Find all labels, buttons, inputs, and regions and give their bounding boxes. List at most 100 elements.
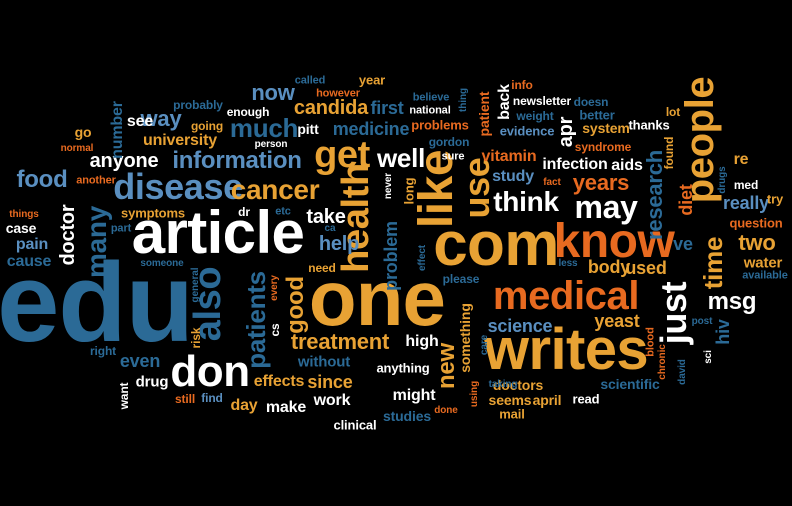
word: day <box>230 397 258 414</box>
word: aids <box>611 157 643 174</box>
word: called <box>294 74 326 87</box>
word: years <box>572 170 630 195</box>
word: enough <box>226 105 270 119</box>
word: studies <box>382 408 432 424</box>
word: try <box>766 191 784 207</box>
word: person <box>254 139 288 150</box>
word: every <box>269 275 280 301</box>
word: dr <box>238 205 250 219</box>
word: clinical <box>333 417 377 433</box>
word: weight <box>516 109 554 123</box>
word: post <box>691 316 713 327</box>
word: newsletter <box>512 94 572 108</box>
word: effect <box>417 244 428 272</box>
word: things <box>9 209 39 220</box>
word: going <box>190 119 224 133</box>
word: many <box>81 205 112 279</box>
word: science <box>487 316 553 336</box>
word: go <box>74 124 92 140</box>
word: ve <box>673 234 693 254</box>
word: less <box>558 258 578 269</box>
word: scientific <box>600 376 660 392</box>
word: symptoms <box>121 205 185 221</box>
word: even <box>119 351 161 371</box>
word: com <box>433 210 559 279</box>
word: information <box>172 147 302 174</box>
word: treatment <box>290 329 390 354</box>
word: know <box>553 215 675 268</box>
word: part <box>110 222 132 235</box>
word: take <box>306 206 346 228</box>
word: syndrome <box>574 140 632 154</box>
word: without <box>297 353 351 371</box>
word: much <box>229 113 299 143</box>
word: new <box>433 343 460 389</box>
word: study <box>492 168 534 185</box>
word: infection <box>542 156 608 173</box>
word: please <box>442 272 480 286</box>
word: sure <box>441 150 465 163</box>
word: time <box>698 236 728 290</box>
word: apr <box>555 116 577 148</box>
word: better <box>579 107 615 123</box>
word: now <box>251 80 295 105</box>
word: pitt <box>297 121 319 137</box>
word: another <box>76 174 116 187</box>
word: one <box>308 254 446 342</box>
word: lot <box>665 105 681 119</box>
word: found <box>662 136 676 170</box>
word: general <box>190 267 201 303</box>
word: read <box>572 391 600 407</box>
word: mail <box>499 406 525 422</box>
word: disease <box>113 166 243 207</box>
word: anything <box>376 360 430 376</box>
word: writes <box>483 317 649 382</box>
word: evidence <box>499 123 555 139</box>
word: drugs <box>717 166 728 194</box>
word: help <box>318 233 360 255</box>
word: number <box>109 101 126 159</box>
word: good <box>282 276 309 334</box>
word: might <box>392 387 436 404</box>
word: vitamin <box>481 148 537 165</box>
word: someone <box>140 258 184 269</box>
word: never <box>383 172 394 200</box>
word: right <box>89 344 117 358</box>
word: get <box>314 134 370 176</box>
word: doctor <box>57 204 79 266</box>
word: seems <box>488 392 532 408</box>
word: problems <box>411 117 469 133</box>
word: diet <box>676 184 696 216</box>
word: food <box>16 166 68 193</box>
word: doesn <box>573 95 609 109</box>
word: cancer <box>230 174 320 205</box>
word: available <box>742 269 788 282</box>
word: info <box>511 78 533 92</box>
word: find <box>201 391 223 405</box>
word: don <box>170 347 250 396</box>
word: work <box>313 392 351 409</box>
word: just <box>653 281 694 345</box>
word: doctors <box>492 377 544 393</box>
word: believe <box>412 91 450 104</box>
word: question <box>729 215 783 231</box>
word: med <box>733 178 759 192</box>
word: care <box>479 334 490 356</box>
word: well <box>376 143 426 173</box>
word: case <box>5 220 37 236</box>
word: body <box>587 257 631 277</box>
word: national <box>409 104 451 117</box>
word: however <box>316 87 360 100</box>
word: blood <box>644 327 657 357</box>
word: effects <box>253 373 305 390</box>
word: year <box>358 72 386 88</box>
word: two <box>738 230 776 255</box>
word: anyone <box>89 150 159 172</box>
word: cause <box>6 253 52 270</box>
word: still <box>174 392 196 406</box>
word: thing <box>458 88 469 112</box>
word: high <box>405 333 439 350</box>
word: patients <box>241 271 271 369</box>
word: re <box>733 151 749 168</box>
word: pain <box>15 236 49 253</box>
